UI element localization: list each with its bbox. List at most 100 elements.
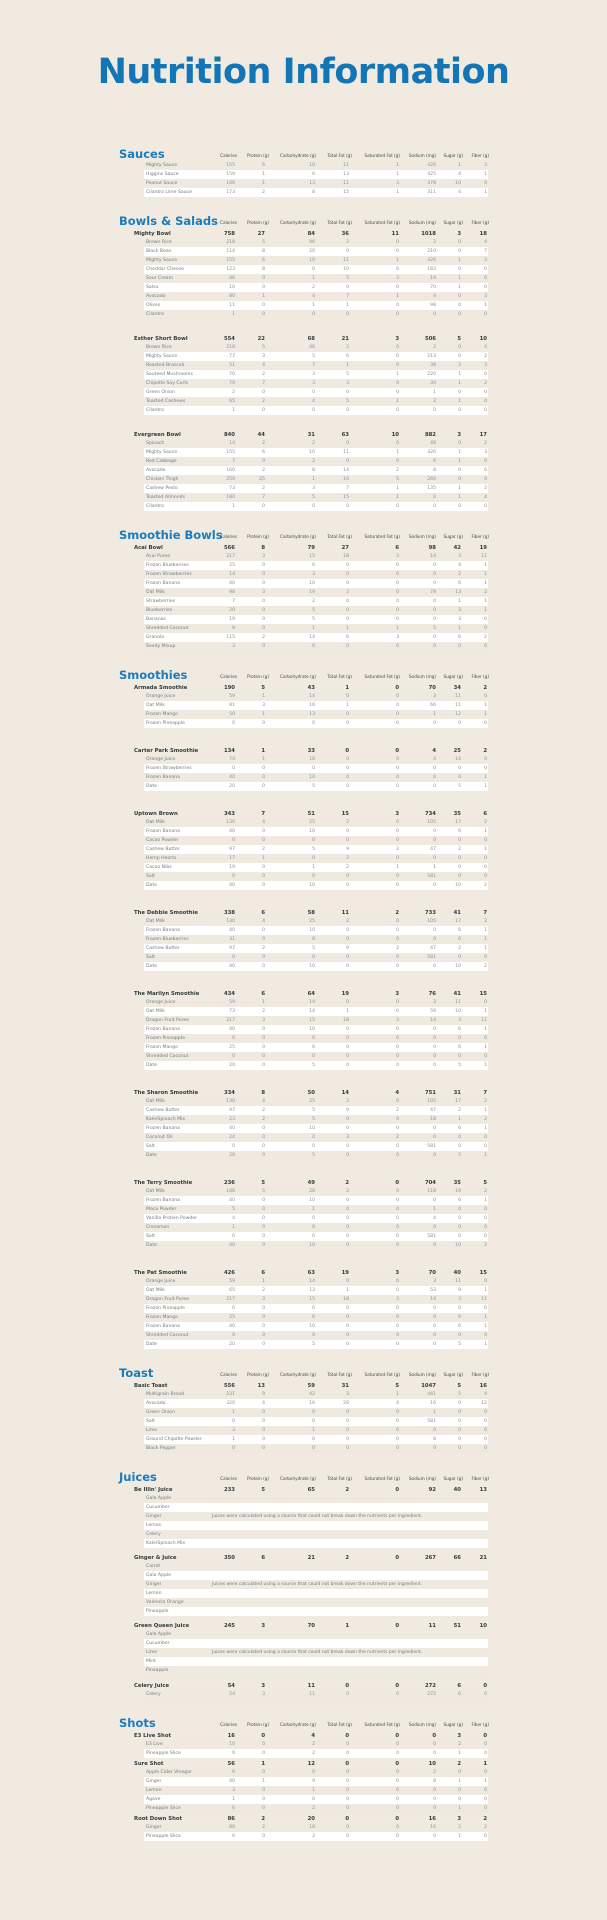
nutrient-value: 41	[453, 909, 461, 916]
ingredient-name: Mighty Sauce	[146, 354, 178, 359]
nutrient-value: 1	[262, 172, 265, 177]
nutrient-value: 1	[484, 784, 487, 789]
nutrient-value: 1	[262, 694, 265, 699]
nutrient-value: 0	[262, 644, 265, 649]
nutrient-value: 1	[458, 381, 461, 386]
nutrient-value: 0	[458, 1401, 461, 1406]
nutrient-value: 15	[309, 1018, 315, 1023]
nutrient-value: 1	[346, 303, 349, 308]
nutrient-value: 1	[312, 1207, 315, 1212]
nutrient-value: 51	[453, 1622, 461, 1629]
nutrient-value: 0	[396, 1054, 399, 1059]
column-header: Total Fat (g)	[327, 153, 352, 158]
nutrient-value: 11	[428, 1622, 436, 1629]
ingredient-name: Mint	[146, 1659, 156, 1664]
ingredient-row: Ginger Juices were calculated using a sou…	[144, 1580, 488, 1589]
nutrient-value: 13	[309, 712, 315, 717]
nutrient-value: 11	[481, 1297, 487, 1302]
nutrient-value: 0	[262, 1027, 265, 1032]
nutrient-value: 6	[458, 1045, 461, 1050]
nutrient-value: 0	[458, 1225, 461, 1230]
nutrient-value: 3	[395, 1269, 399, 1276]
nutrient-value: 155	[226, 258, 235, 263]
ingredient-name: Black Pepper	[146, 1446, 176, 1451]
nutrient-value: 33	[307, 747, 315, 754]
nutrient-value: 0	[484, 1333, 487, 1338]
nutrient-value: 0	[432, 1732, 436, 1739]
nutrient-value: 80	[229, 294, 235, 299]
ingredient-row: Frozen Banana 40 0 10 0 0 0 6 1	[144, 1124, 488, 1133]
nutrient-value: 3	[261, 1682, 265, 1689]
nutrient-value: 9	[346, 847, 349, 852]
nutrient-value: 0	[312, 766, 315, 771]
nutrient-value: 2	[483, 1815, 487, 1822]
ingredient-name: Celery	[146, 1532, 161, 1537]
nutrient-value: 5	[457, 1382, 461, 1389]
ingredient-row: Avocado 80 1 4 7 1 4 0 3	[144, 292, 488, 301]
nutrient-value: 0	[484, 181, 487, 186]
column-header: Fiber (g)	[471, 534, 489, 539]
nutrient-value: 21	[479, 1554, 487, 1561]
nutrient-value: 114	[226, 249, 235, 254]
nutrient-value: 16	[309, 703, 315, 708]
ingredient-name: Pineapple	[146, 1609, 169, 1614]
nutrient-value: 4	[433, 757, 436, 762]
nutrient-value: 25	[309, 1099, 315, 1104]
nutrient-value: 5	[346, 276, 349, 281]
section-title: Shots	[119, 1716, 156, 1730]
nutrient-value: 0	[433, 1027, 436, 1032]
nutrient-value: 0	[262, 838, 265, 843]
nutrient-value: 0	[396, 757, 399, 762]
nutrient-value: 0	[346, 581, 349, 586]
nutrient-value: 2	[484, 883, 487, 888]
nutrient-value: 3	[396, 1018, 399, 1023]
nutrient-value: 3	[458, 617, 461, 622]
nutrient-value: 6	[395, 544, 399, 551]
ingredient-name: Oat Milk	[146, 919, 165, 924]
menu-item-row: Evergreen Bowl 840 44 31 63 10 882 3 17	[0, 429, 607, 439]
nutrient-value: 0	[345, 1815, 349, 1822]
nutrient-value: 0	[433, 635, 436, 640]
nutrient-value: 0	[433, 928, 436, 933]
nutrient-value: 4	[433, 294, 436, 299]
ingredient-row: Orange Juice 59 1 14 0 0 3 11 0	[144, 998, 488, 1007]
ingredient-name: Green Onion	[146, 1410, 175, 1415]
nutrient-value: 2	[345, 1179, 349, 1186]
ingredient-name: Frozen Pineapple	[146, 1306, 185, 1311]
nutrient-value: 1	[484, 1288, 487, 1293]
nutrient-value: 1018	[421, 230, 436, 237]
ingredient-row: Peanut Sauce 146 1 13 11 3 478 10 0	[144, 179, 488, 188]
ingredient-row: Black Bean 114 8 20 0 0 210 0 7	[144, 247, 488, 256]
nutrient-value: 40	[229, 1027, 235, 1032]
nutrient-value: 1	[484, 303, 487, 308]
ingredient-row: Frozen Pineapple 0 0 0 0 0 0 0 0	[144, 719, 488, 728]
nutrient-value: 0	[433, 1342, 436, 1347]
nutrient-value: 0	[484, 1054, 487, 1059]
nutrient-value: 73	[229, 486, 235, 491]
nutrient-value: 18	[343, 1018, 349, 1023]
nutrient-value: 2	[458, 1742, 461, 1747]
nutrient-value: 6	[458, 829, 461, 834]
nutrient-value: 1	[458, 599, 461, 604]
nutrient-value: 4	[458, 563, 461, 568]
nutrient-value: 0	[346, 599, 349, 604]
ingredient-row: Shredded Coconut 0 0 0 0 0 0 0 0	[144, 1052, 488, 1061]
nutrient-value: 5	[312, 784, 315, 789]
ingredient-name: Ginger	[146, 1514, 162, 1519]
nutrient-value: 1	[433, 865, 436, 870]
ingredient-name: Multigrain Bread	[146, 1392, 184, 1397]
ingredient-row: Date 40 0 10 0 0 0 10 2	[144, 962, 488, 971]
section-juices: Juices Calories Protein (g) Carbohydrate (g…	[0, 1470, 607, 1699]
nutrient-value: 1	[396, 190, 399, 195]
ingredient-row: Date 20 0 5 0 0 0 5 1	[144, 1340, 488, 1349]
nutrient-value: 0	[433, 721, 436, 726]
nutrient-value: 19	[341, 1269, 349, 1276]
column-header: Calories	[220, 220, 237, 225]
nutrient-value: 0	[262, 1333, 265, 1338]
ingredient-name: Shredded Coconut	[146, 1054, 189, 1059]
nutrient-value: 3	[484, 294, 487, 299]
nutrient-value: 0	[346, 1779, 349, 1784]
nutrient-value: 58	[307, 909, 315, 916]
nutrient-value: 0	[346, 1834, 349, 1839]
nutrient-value: 6	[458, 937, 461, 942]
